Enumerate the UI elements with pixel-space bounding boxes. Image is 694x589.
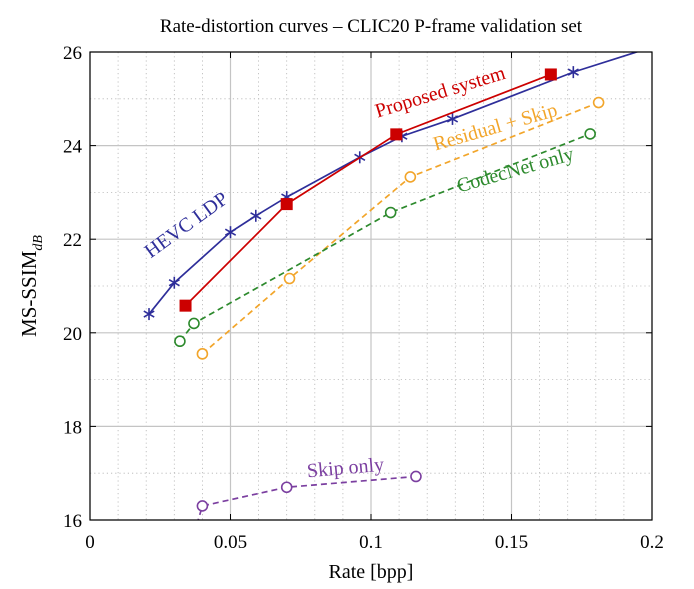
codecnet-only-point	[584, 128, 596, 140]
codecnet-only-point	[384, 206, 397, 219]
skip-only-label: Skip only	[306, 454, 385, 483]
hevc-ldp-point	[250, 209, 262, 222]
y-tick-label: 16	[63, 511, 82, 532]
axis-ticks: 0 0.05 0.1 0.15 0.2 16 18 20 22 24 26	[63, 43, 664, 553]
hevc-ldp-point	[168, 276, 180, 289]
residual-skip-line	[201, 101, 599, 355]
hevc-ldp-point	[567, 66, 579, 79]
y-axis-label-main: MS-SSIM	[17, 250, 41, 337]
codecnet-only-label: CodecNet only	[454, 143, 576, 197]
y-axis-label-sub: dB	[31, 235, 46, 251]
proposed-system-point	[390, 128, 403, 141]
y-tick-label: 22	[63, 230, 82, 251]
hevc-ldp-point	[446, 112, 459, 125]
skip-only-point	[280, 481, 293, 494]
codecnet-only-line	[179, 133, 591, 342]
x-axis-label: Rate [bpp]	[329, 561, 414, 583]
x-tick-label: 0.05	[214, 532, 247, 553]
skip-only-point	[410, 470, 422, 483]
skip-only-line	[197, 475, 417, 520]
chart-title: Rate-distortion curves – CLIC20 P-frame …	[160, 16, 583, 37]
hevc-ldp-point	[224, 226, 237, 239]
residual-skip-point	[404, 171, 417, 183]
series-group	[143, 52, 640, 520]
proposed-system-label: Proposed system	[372, 62, 508, 123]
proposed-system-point	[544, 68, 557, 81]
y-axis-label: MS-SSIMdB	[17, 235, 46, 337]
codecnet-only-point	[174, 335, 186, 348]
residual-skip-label: Residual + Skip	[431, 99, 560, 155]
residual-skip-point	[283, 272, 296, 285]
hevc-ldp-line	[148, 52, 640, 315]
proposed-system-line	[184, 73, 552, 307]
residual-skip-point	[592, 96, 605, 109]
y-tick-label: 26	[63, 43, 82, 64]
hevc-ldp-point	[143, 308, 155, 321]
x-tick-label: 0.15	[495, 532, 528, 553]
y-tick-label: 18	[63, 417, 82, 438]
codecnet-only-point	[188, 317, 200, 330]
residual-skip-point	[196, 348, 209, 360]
y-tick-label: 20	[63, 324, 82, 345]
y-tick-label: 24	[63, 137, 83, 158]
hevc-ldp-label: HEVC LDP	[141, 188, 233, 263]
skip-only-point	[196, 500, 209, 512]
proposed-system-point	[179, 299, 192, 312]
proposed-system-point	[280, 198, 293, 211]
x-tick-label: 0	[85, 532, 95, 553]
x-tick-label: 0.1	[359, 532, 383, 553]
x-tick-label: 0.2	[640, 532, 664, 553]
